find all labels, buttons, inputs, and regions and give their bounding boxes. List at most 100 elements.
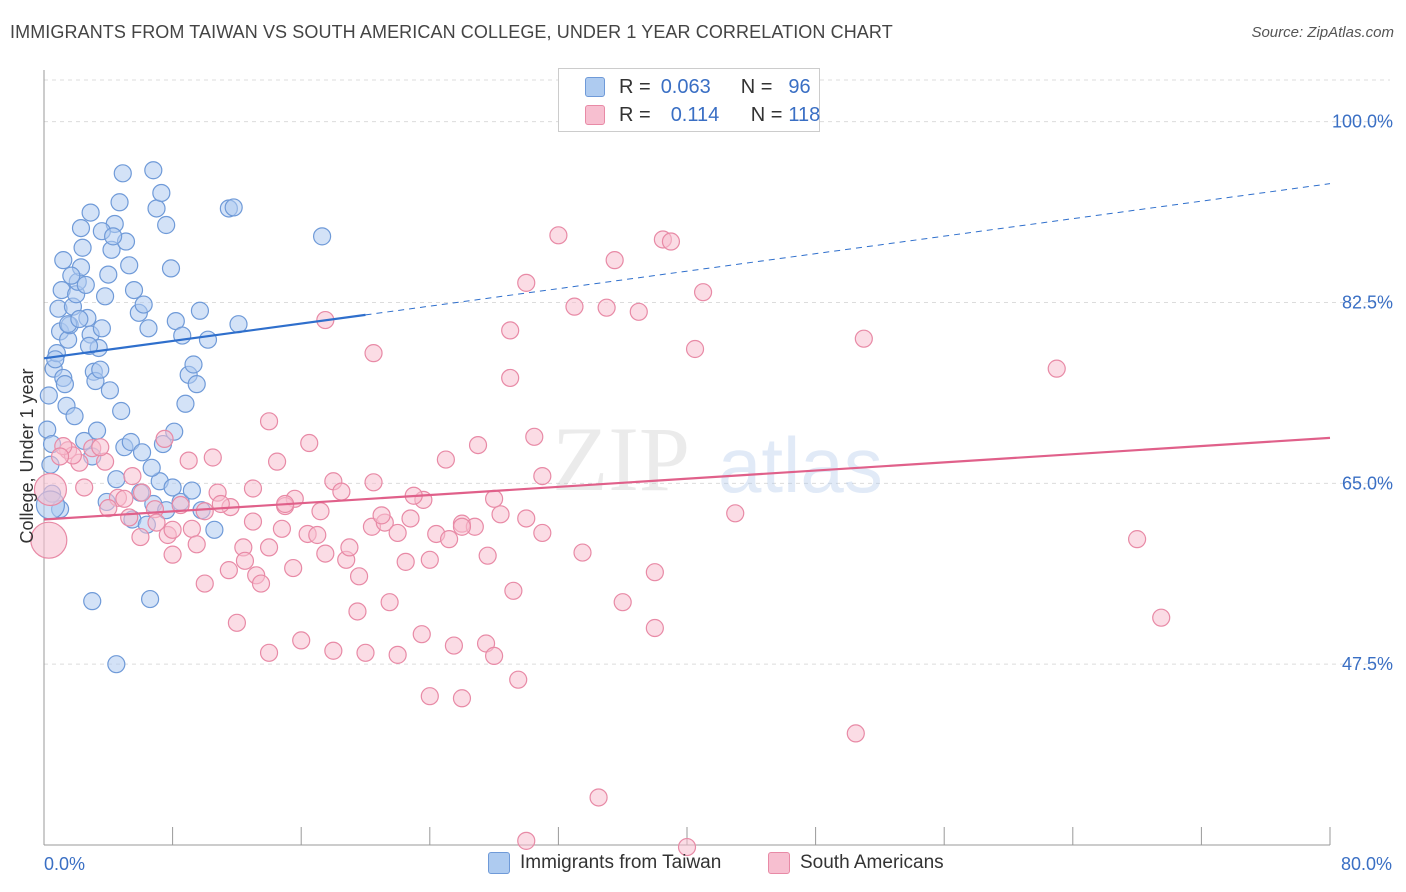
legend-label-taiwan: Immigrants from Taiwan <box>520 852 722 873</box>
taiwan-point <box>132 443 152 462</box>
trend-lines <box>43 183 1331 521</box>
south-american-point <box>259 412 279 431</box>
legend-n-label: N = <box>740 75 773 98</box>
taiwan-point <box>92 319 111 338</box>
taiwan-point <box>157 215 176 235</box>
south-american-point <box>203 448 222 467</box>
x-tick-label: 0.0% <box>44 854 85 874</box>
data-points <box>30 161 1171 857</box>
south-american-point <box>478 546 497 565</box>
south-american-point <box>115 489 134 508</box>
taiwan-point <box>182 481 201 500</box>
south-american-point <box>211 494 230 514</box>
south-american-point <box>324 641 343 660</box>
south-american-point <box>439 530 459 549</box>
legend-r-value: 0.063 <box>660 75 711 98</box>
legend-n-value: 118 <box>788 103 821 126</box>
taiwan-point <box>161 259 181 278</box>
south-american-point <box>525 427 544 446</box>
south-american-point <box>292 631 311 650</box>
south-american-point <box>468 436 488 455</box>
south-american-point <box>235 551 255 570</box>
taiwan-point <box>95 287 115 306</box>
legend-n-value: 96 <box>788 75 811 98</box>
legend-item-south-americans[interactable]: South Americans <box>768 852 944 874</box>
taiwan-point <box>120 256 139 275</box>
south-american-point <box>412 625 431 644</box>
south-american-point <box>284 558 303 578</box>
south-american-point <box>120 508 139 527</box>
taiwan-point <box>198 330 218 349</box>
taiwan-point <box>39 386 58 405</box>
taiwan-point <box>54 251 73 270</box>
legend-row-south-americans: R = 0.114 N = 118 <box>585 103 820 127</box>
south-american-point <box>504 581 523 600</box>
taiwan-point <box>107 470 126 489</box>
south-american-point <box>491 505 510 524</box>
taiwan-point <box>190 301 210 320</box>
taiwan-point <box>65 407 84 426</box>
south-american-point <box>677 837 697 857</box>
south-american-point <box>332 482 351 501</box>
south-american-point <box>179 451 198 470</box>
taiwan-point <box>73 238 92 257</box>
south-american-point <box>444 636 464 655</box>
y-tick-label: 100.0% <box>1332 112 1393 132</box>
south-american-point <box>50 447 70 466</box>
legend-item-taiwan[interactable]: Immigrants from Taiwan <box>488 852 721 874</box>
south-american-point <box>613 593 632 612</box>
south-american-point <box>227 613 246 632</box>
south-american-point <box>436 450 455 469</box>
taiwan-point <box>205 520 224 539</box>
taiwan-point <box>140 589 160 609</box>
taiwan-point <box>312 227 332 246</box>
legend-n-label: N = <box>750 103 783 126</box>
taiwan-point <box>110 193 129 212</box>
y-axis-label: College, Under 1 year <box>17 368 37 543</box>
taiwan-point <box>176 394 195 413</box>
legend-swatch-south-americans <box>585 105 605 125</box>
south-american-point <box>267 452 287 471</box>
tick-labels: 47.5% 65.0% 82.5% 100.0% 0.0% 80.0% <box>44 112 1393 874</box>
taiwan-point <box>70 309 89 329</box>
south-american-point <box>565 297 584 316</box>
south-american-point <box>219 561 238 580</box>
south-american-point <box>533 523 552 543</box>
taiwan-point <box>112 401 131 421</box>
taiwan-point <box>99 265 118 284</box>
stats-legend: R = 0.063 N = 96 R = 0.114 N = 118 <box>558 68 820 132</box>
south-american-point <box>259 643 279 662</box>
y-tick-label: 65.0% <box>1342 473 1393 493</box>
south-american-point <box>243 479 263 498</box>
south-american-point <box>846 724 865 743</box>
south-american-point <box>401 509 420 528</box>
south-american-point <box>645 563 664 582</box>
legend-r-label: R = <box>619 75 651 98</box>
taiwan-point <box>224 198 243 217</box>
south-american-point <box>99 499 118 518</box>
legend-swatch-south-americans <box>768 852 790 874</box>
south-american-point <box>182 519 201 538</box>
taiwan-trend-line-extension <box>365 183 1331 316</box>
taiwan-point <box>187 375 206 394</box>
watermark-zip: ZIP <box>552 408 690 510</box>
south-american-point <box>91 438 110 457</box>
south-american-point <box>187 535 206 554</box>
south-american-point <box>420 550 439 569</box>
south-american-point-large <box>30 521 68 559</box>
south-american-point <box>195 574 214 593</box>
south-american-point <box>629 302 648 321</box>
south-american-point <box>1152 608 1171 627</box>
south-american-point <box>726 504 745 523</box>
south-american-point <box>605 251 624 270</box>
taiwan-point <box>46 350 65 369</box>
south-american-point <box>243 512 263 531</box>
south-american-point <box>147 513 166 532</box>
taiwan-point <box>139 319 158 338</box>
south-american-point <box>645 618 664 638</box>
south-american-point <box>364 473 383 492</box>
south-american-point <box>573 543 592 562</box>
south-american-point <box>396 552 415 571</box>
south-american-point <box>549 226 568 245</box>
